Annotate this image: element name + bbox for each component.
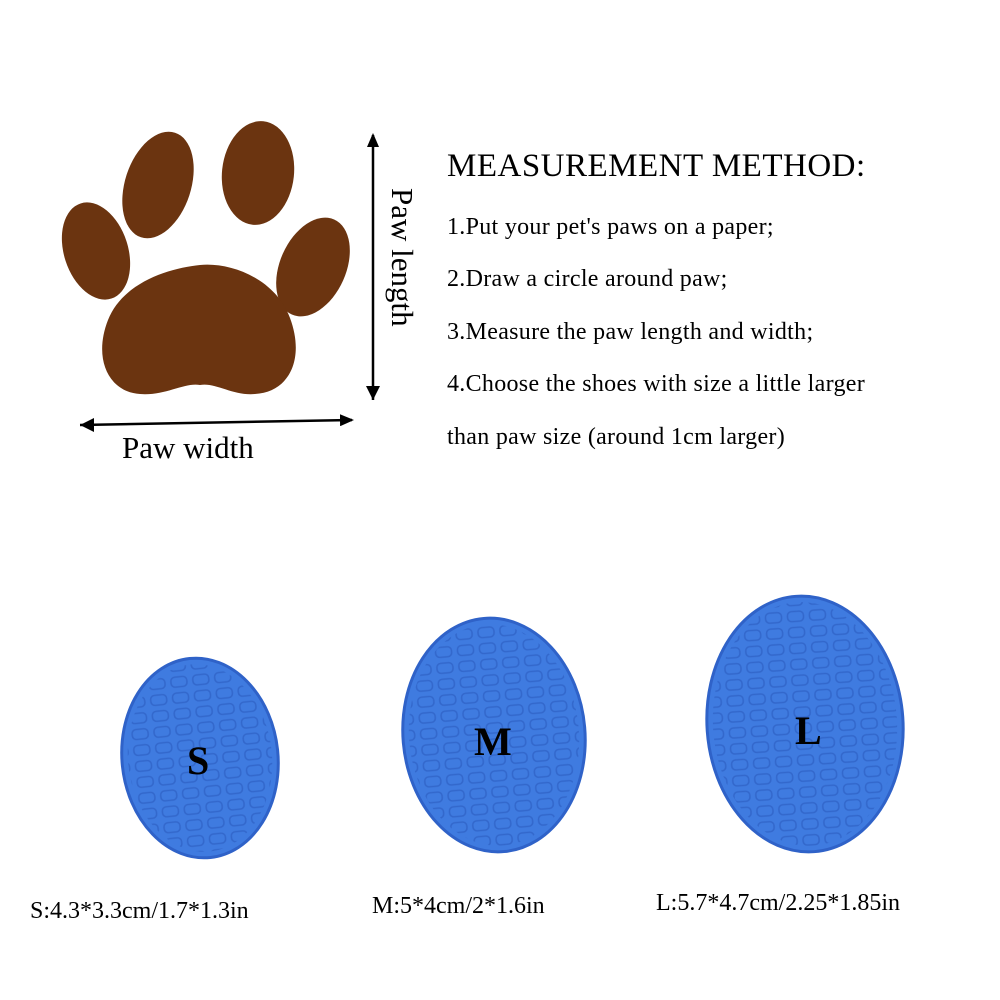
step-3: 3.Measure the paw length and width; — [447, 319, 814, 345]
paw-print-icon — [61, 121, 350, 395]
paw-length-label: Paw length — [385, 188, 420, 327]
paw-toe-3 — [61, 202, 131, 300]
sole-s — [120, 656, 280, 860]
paw-toe-4 — [276, 217, 350, 317]
size-letter-s: S — [187, 738, 210, 783]
step-2: 2.Draw a circle around paw; — [447, 266, 728, 292]
paw-width-label: Paw width — [122, 430, 254, 465]
size-letter-m: M — [474, 719, 512, 764]
paw-width-arrow — [79, 414, 354, 427]
step-4: 4.Choose the shoes with size a little la… — [447, 371, 866, 397]
size-letter-l: L — [795, 708, 822, 753]
sole-l — [705, 594, 905, 854]
size-caption-s: S:4.3*3.3cm/1.7*1.3in — [30, 898, 249, 924]
step-4-continued: than paw size (around 1cm larger) — [447, 424, 785, 450]
size-caption-m: M:5*4cm/2*1.6in — [372, 893, 545, 919]
size-caption-l: L:5.7*4.7cm/2.25*1.85in — [656, 890, 900, 916]
paw-toe-2 — [221, 121, 295, 225]
sole-m — [401, 616, 587, 854]
paw-toe-1 — [122, 131, 194, 239]
paw-main-pad — [102, 264, 296, 395]
page-title: MEASUREMENT METHOD: — [447, 148, 866, 184]
step-1: 1.Put your pet's paws on a paper; — [447, 214, 774, 240]
